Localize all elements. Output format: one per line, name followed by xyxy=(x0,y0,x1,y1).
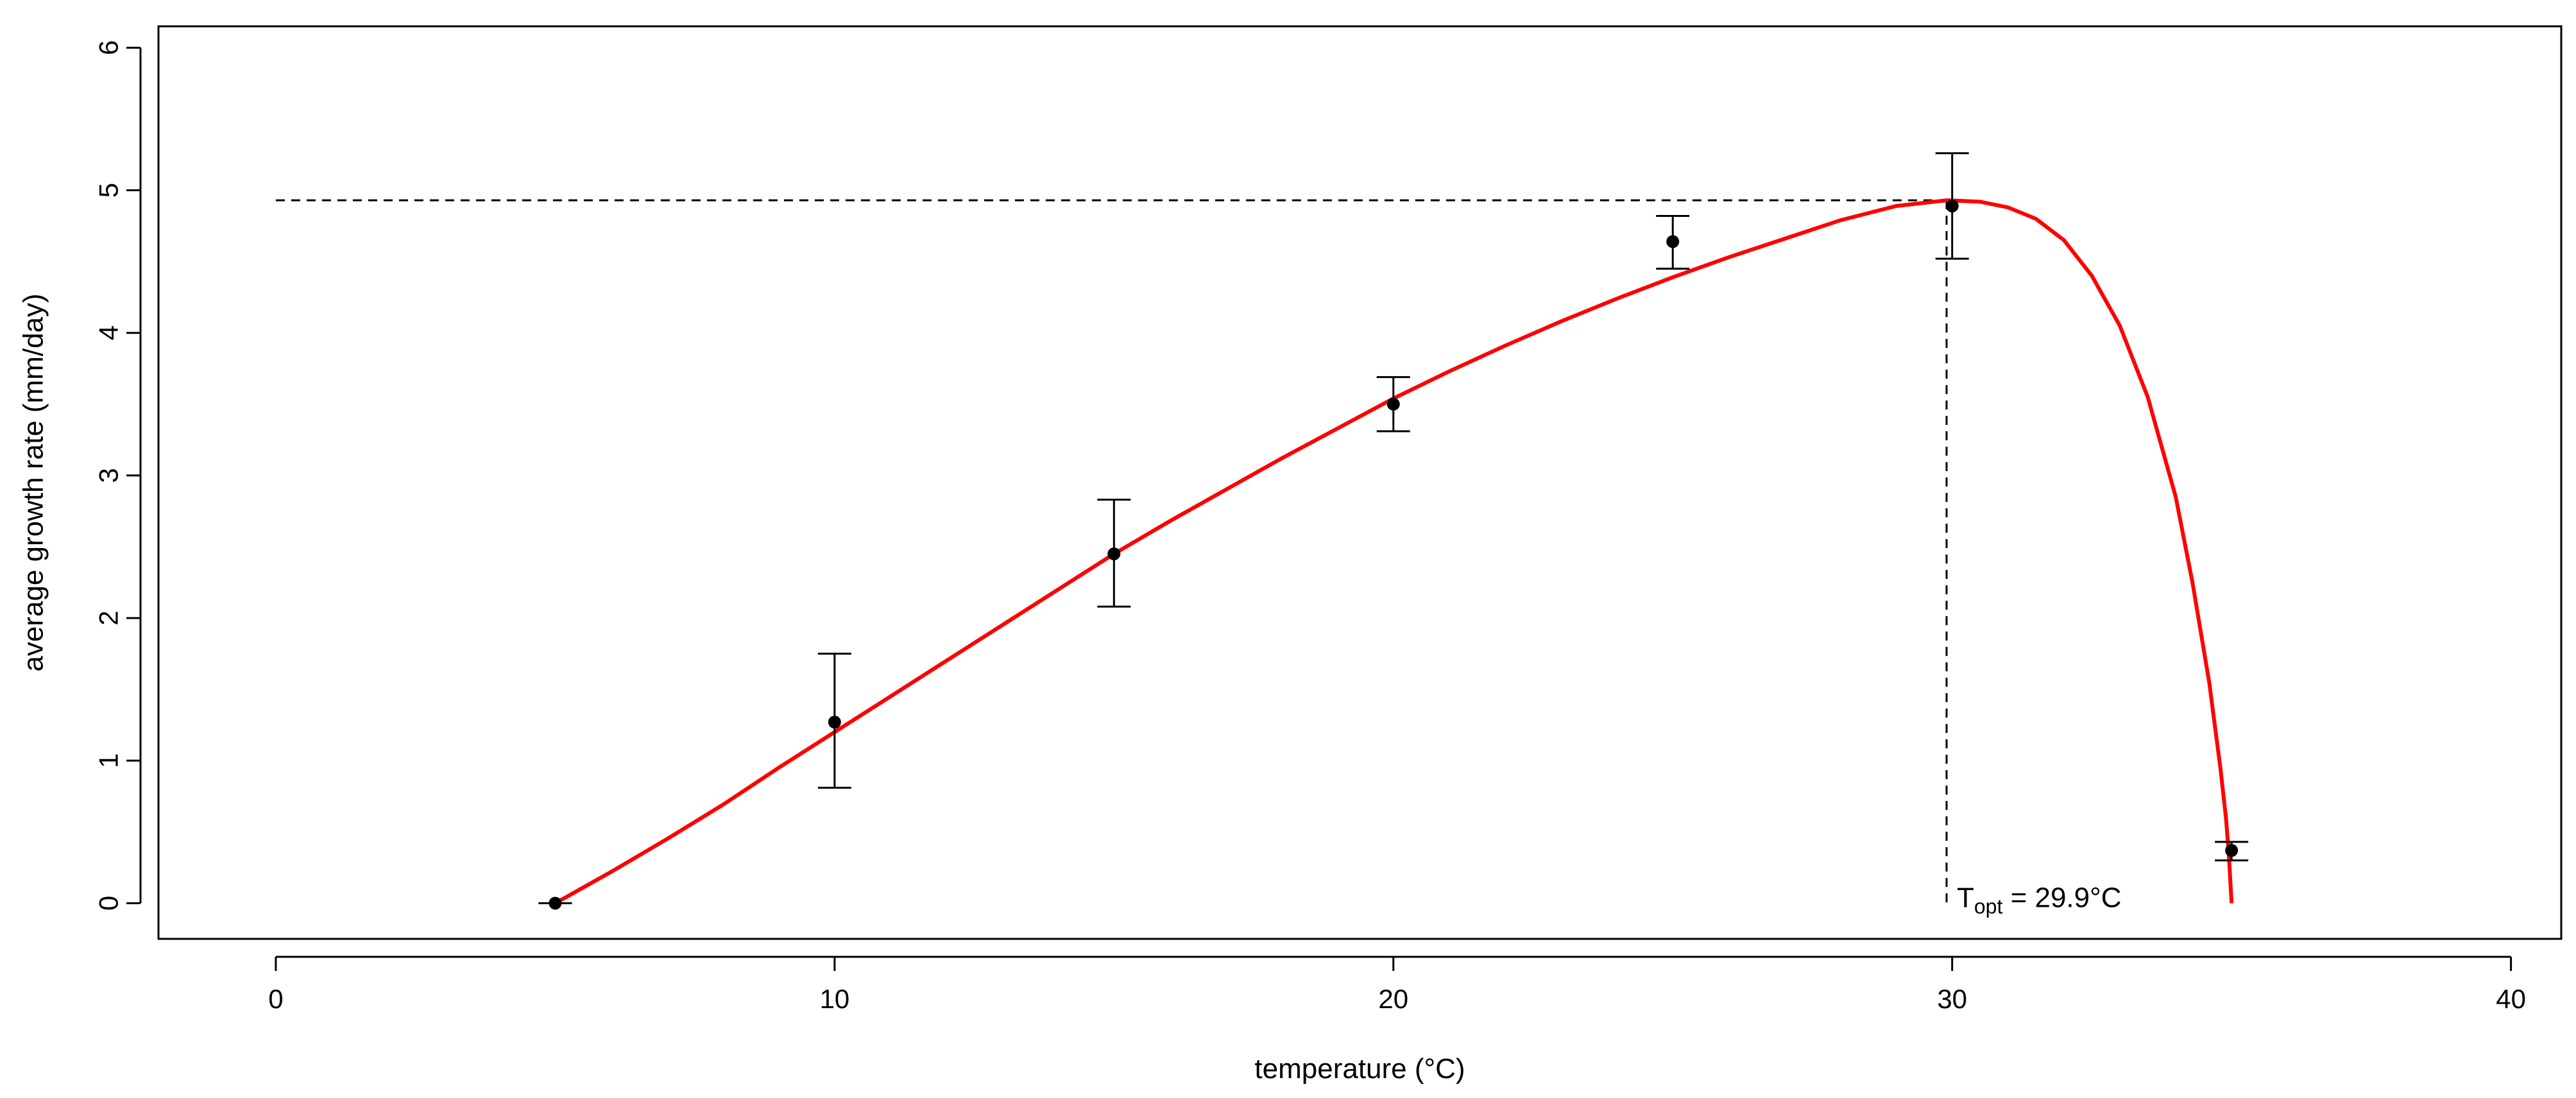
y-tick-label: 1 xyxy=(94,753,124,768)
data-point xyxy=(2225,844,2239,857)
data-point xyxy=(1945,199,1959,212)
x-tick-label: 10 xyxy=(819,984,849,1014)
y-tick-label: 5 xyxy=(94,183,124,198)
y-tick-label: 3 xyxy=(94,468,124,483)
plot-frame xyxy=(157,25,2563,940)
y-tick-label: 4 xyxy=(94,325,124,340)
optimum-annotation-value: = 29.9°C xyxy=(2002,882,2121,913)
error-bars xyxy=(538,152,2249,904)
x-tick-label: 30 xyxy=(1937,984,1967,1014)
data-point xyxy=(1107,547,1121,561)
x-axis-title: temperature (°C) xyxy=(1254,1053,1465,1085)
x-tick-label: 20 xyxy=(1378,984,1408,1014)
x-tick-label: 40 xyxy=(2496,984,2526,1014)
y-tick-label: 2 xyxy=(94,610,124,625)
optimum-annotation: Topt = 29.9°C xyxy=(1957,882,2122,918)
y-tick-label: 0 xyxy=(94,896,124,911)
optimum-annotation-subscript: opt xyxy=(1974,895,2003,918)
data-point xyxy=(828,716,841,729)
data-points xyxy=(549,199,2239,910)
optimum-annotation-main: T xyxy=(1957,882,1974,913)
x-tick-label: 0 xyxy=(268,984,283,1014)
x-axis: 0 10 20 30 40 xyxy=(268,956,2526,1014)
optimum-reference-lines xyxy=(275,199,1948,904)
data-point xyxy=(549,896,562,910)
fitted-curve xyxy=(554,198,2234,905)
y-tick-label: 6 xyxy=(94,40,124,55)
data-point xyxy=(1666,235,1680,248)
data-point xyxy=(1386,397,1400,411)
y-axis: 0 1 2 3 4 5 6 xyxy=(94,40,142,911)
y-axis-title: average growth rate (mm/day) xyxy=(18,293,49,671)
